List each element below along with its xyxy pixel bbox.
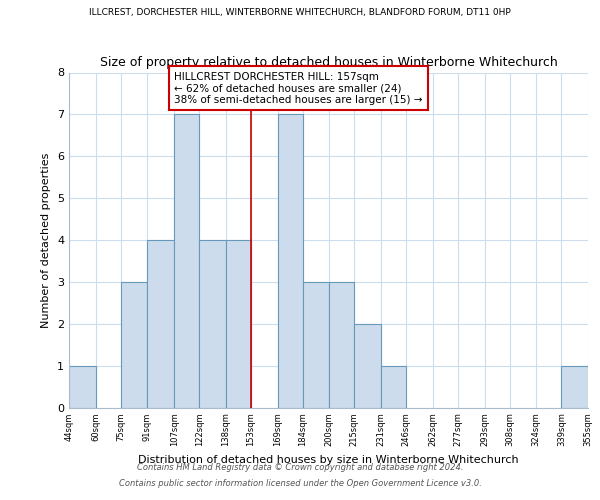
Bar bbox=[69, 366, 96, 408]
Bar bbox=[199, 240, 226, 408]
Text: Contains public sector information licensed under the Open Government Licence v3: Contains public sector information licen… bbox=[119, 478, 481, 488]
Text: HILLCREST DORCHESTER HILL: 157sqm
← 62% of detached houses are smaller (24)
38% : HILLCREST DORCHESTER HILL: 157sqm ← 62% … bbox=[174, 72, 422, 105]
Bar bbox=[121, 282, 148, 408]
Bar bbox=[329, 282, 355, 408]
Text: Contains HM Land Registry data © Crown copyright and database right 2024.: Contains HM Land Registry data © Crown c… bbox=[137, 464, 463, 472]
Title: Size of property relative to detached houses in Winterborne Whitechurch: Size of property relative to detached ho… bbox=[100, 56, 557, 68]
Text: ILLCREST, DORCHESTER HILL, WINTERBORNE WHITECHURCH, BLANDFORD FORUM, DT11 0HP: ILLCREST, DORCHESTER HILL, WINTERBORNE W… bbox=[89, 8, 511, 16]
X-axis label: Distribution of detached houses by size in Winterborne Whitechurch: Distribution of detached houses by size … bbox=[138, 454, 519, 464]
Bar bbox=[148, 240, 174, 408]
Bar bbox=[381, 366, 406, 408]
Bar bbox=[174, 114, 199, 408]
Bar bbox=[561, 366, 588, 408]
Bar bbox=[226, 240, 251, 408]
Bar bbox=[278, 114, 302, 408]
Bar bbox=[355, 324, 381, 407]
Bar bbox=[302, 282, 329, 408]
Y-axis label: Number of detached properties: Number of detached properties bbox=[41, 152, 52, 328]
